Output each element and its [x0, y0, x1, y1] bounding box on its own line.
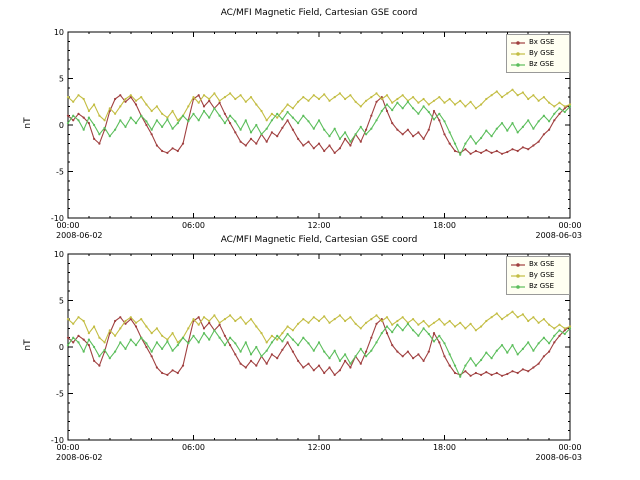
y-tick-label: 5 [59, 75, 64, 84]
legend-label: Bz GSE [529, 282, 554, 290]
y-tick-label: -10 [51, 436, 64, 445]
legend-label: Bx GSE [529, 38, 555, 46]
series-line-bz-gse [67, 101, 571, 156]
y-axis-label-top: nT [23, 117, 33, 129]
legend-bottom: Bx GSE By GSE Bz GSE [506, 256, 570, 295]
x-axis-start-date: 2008-06-02 [56, 453, 103, 462]
legend-entry-by-gse: By GSE [510, 48, 566, 59]
x-tick-label: 12:00 [307, 221, 330, 230]
x-tick-label: 00:00 [56, 221, 79, 230]
y-tick-label: -5 [56, 390, 64, 399]
y-tick-label: 0 [59, 121, 64, 130]
legend-label: Bx GSE [529, 260, 555, 268]
legend-line-marker-icon [511, 262, 525, 267]
x-tick-label: 12:00 [307, 443, 330, 452]
x-axis-end-date: 2008-06-03 [536, 231, 583, 240]
y-axis-label-bottom: nT [23, 339, 33, 351]
legend-line-marker-icon [511, 51, 525, 56]
y-tick-label: 10 [54, 250, 64, 259]
legend-label: By GSE [529, 271, 555, 279]
chart-title-bottom: AC/MFI Magnetic Field, Cartesian GSE coo… [220, 235, 418, 245]
series-line-by-gse [67, 89, 571, 121]
y-tick-label: 10 [54, 28, 64, 37]
x-axis-start-date: 2008-06-02 [56, 231, 103, 240]
x-tick-label: 06:00 [182, 221, 205, 230]
y-tick-label: -10 [51, 214, 64, 223]
series-line-bz-gse [67, 323, 571, 378]
legend-line-marker-icon [511, 40, 525, 45]
legend-entry-by-gse: By GSE [510, 270, 566, 281]
legend-label: Bz GSE [529, 60, 554, 68]
x-axis-end-date: 2008-06-03 [536, 453, 583, 462]
x-tick-label: 06:00 [182, 443, 205, 452]
y-tick-label: 0 [59, 343, 64, 352]
y-tick-label: -5 [56, 168, 64, 177]
legend-entry-bz-gse: Bz GSE [510, 59, 566, 70]
legend-line-marker-icon [511, 62, 525, 67]
series-line-bx-gse [67, 316, 571, 377]
legend-line-marker-icon [511, 284, 525, 289]
legend-entry-bz-gse: Bz GSE [510, 281, 566, 292]
legend-top: Bx GSE By GSE Bz GSE [506, 34, 570, 73]
legend-label: By GSE [529, 49, 555, 57]
x-tick-label: 00:00 [558, 221, 581, 230]
series-line-bx-gse [67, 94, 571, 155]
series-line-by-gse [67, 311, 571, 343]
legend-entry-bx-gse: Bx GSE [510, 259, 566, 270]
legend-entry-bx-gse: Bx GSE [510, 37, 566, 48]
x-tick-label: 00:00 [558, 443, 581, 452]
legend-line-marker-icon [511, 273, 525, 278]
x-tick-label: 18:00 [433, 221, 456, 230]
chart-title-top: AC/MFI Magnetic Field, Cartesian GSE coo… [220, 8, 418, 18]
x-tick-label: 00:00 [56, 443, 79, 452]
y-tick-label: 5 [59, 297, 64, 306]
x-tick-label: 18:00 [433, 443, 456, 452]
